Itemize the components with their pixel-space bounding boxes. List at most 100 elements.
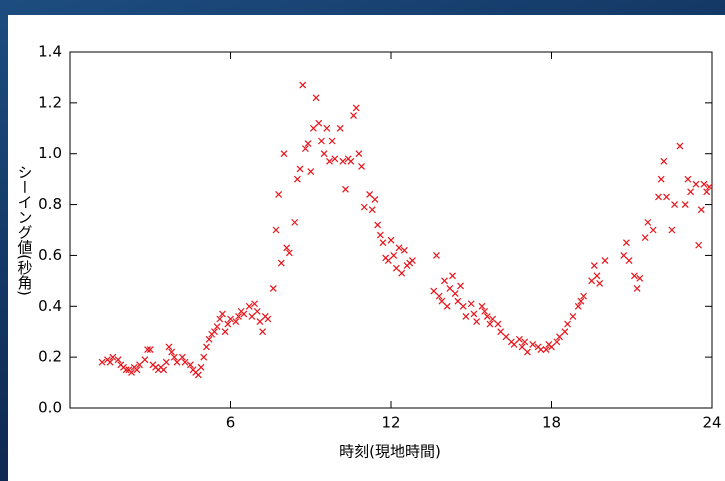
point [264,315,272,323]
point [251,300,258,308]
point [366,190,374,198]
point [307,168,315,175]
point [625,257,633,264]
point [285,249,293,257]
point [700,180,708,188]
point [368,206,376,214]
point [245,302,253,310]
point [430,287,438,295]
point [160,366,168,374]
point [457,282,464,290]
point [360,203,368,211]
point [695,241,703,249]
point [162,358,170,366]
point [692,180,700,188]
y-tick-label: 0.8 [38,195,62,213]
point [467,300,475,308]
point [657,175,665,183]
point [631,272,638,280]
point [478,302,486,310]
point [483,313,491,320]
point [577,297,585,305]
point [553,338,561,346]
point [291,218,299,226]
point [494,320,502,328]
point [705,183,713,191]
point [374,221,382,229]
point [470,310,478,318]
point [106,358,114,366]
point [697,206,705,214]
point [328,137,336,145]
point [454,297,462,305]
point [622,239,630,247]
point [136,361,143,369]
point [194,371,202,379]
point [256,318,264,325]
point [301,145,309,153]
point [219,310,226,318]
point [320,150,328,158]
point [304,140,312,147]
point [379,239,387,247]
point [390,252,398,259]
point [703,188,711,196]
point [296,165,304,173]
point [438,297,446,305]
point [350,112,357,119]
point [593,272,601,280]
point [561,328,569,336]
point [336,124,344,132]
point [98,358,106,366]
point [275,190,283,198]
point [224,320,232,328]
point [277,259,285,267]
point [141,356,149,364]
point [580,292,588,300]
point [211,328,218,336]
point [518,343,526,351]
point [601,257,609,264]
point [339,157,347,165]
point [205,335,213,343]
point [122,366,130,374]
y-tick-label: 0.6 [38,246,62,264]
point [486,320,494,328]
point [676,142,684,150]
point [671,201,678,208]
point [165,343,173,351]
point [280,150,288,158]
point [524,348,531,356]
point [323,124,331,132]
y-tick-label: 0.4 [38,297,62,315]
point [459,302,467,310]
panel [8,15,725,481]
point [497,328,505,336]
point [542,346,550,353]
point [170,353,178,361]
point [449,272,456,280]
point [574,302,582,310]
point [203,343,210,351]
point [235,313,242,320]
point [114,356,122,364]
point [315,119,323,127]
point [387,236,395,244]
point [318,137,325,145]
point [564,320,571,328]
point [168,348,176,356]
point [668,226,676,234]
point [144,346,151,353]
x-tick-label: 18 [542,414,561,432]
point [620,252,628,259]
point [347,157,355,165]
point [186,361,194,369]
point [660,157,668,165]
point [358,163,365,170]
point [400,246,408,254]
point [655,193,662,201]
point [462,313,470,320]
point [556,333,563,341]
